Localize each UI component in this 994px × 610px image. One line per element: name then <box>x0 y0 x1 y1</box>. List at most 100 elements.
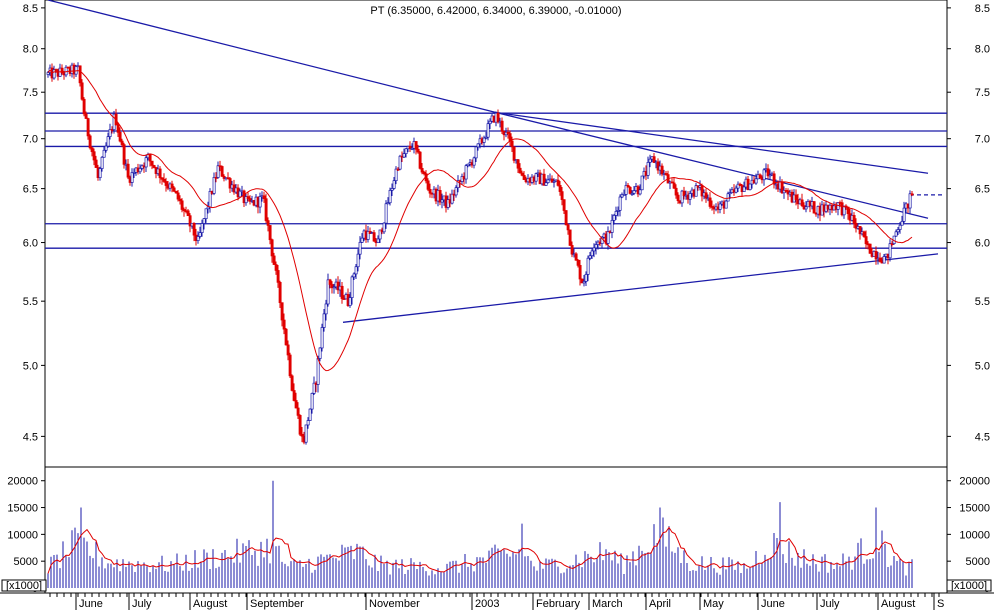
candle-body <box>564 210 568 226</box>
candle-body <box>414 141 418 150</box>
candle-body <box>164 181 168 186</box>
date-tick-label: June <box>79 598 103 610</box>
candle-body <box>410 147 414 150</box>
price-tick-label-right: 7.0 <box>975 134 990 146</box>
candle-body <box>456 180 460 189</box>
candle-body <box>426 180 430 190</box>
candle-body <box>290 375 294 391</box>
candle-body <box>248 198 252 202</box>
candle-body <box>594 244 598 249</box>
candle-body <box>610 219 614 233</box>
candle-body <box>310 393 314 410</box>
price-tick-label-left: 4.5 <box>23 431 38 443</box>
volume-average-line <box>47 526 913 574</box>
price-tick-label-right: 8.0 <box>975 44 990 56</box>
candle-body <box>560 191 564 200</box>
candle-body <box>376 238 380 244</box>
candle-body <box>420 168 424 173</box>
candle-body <box>106 136 110 147</box>
candle-body <box>116 124 120 133</box>
candle-body <box>84 113 88 119</box>
candle-body <box>902 207 906 222</box>
candle-body <box>152 165 156 168</box>
volume-scale-box-left <box>1 579 47 592</box>
candle-body <box>188 215 192 227</box>
candle-body <box>582 281 586 284</box>
candle-body <box>704 192 708 199</box>
candle-body <box>130 172 134 183</box>
candle-body <box>398 155 402 170</box>
volume-tick-label-right: 10000 <box>959 529 990 541</box>
candle-body <box>580 278 584 284</box>
candle-body <box>326 279 330 305</box>
candle-body <box>280 302 284 321</box>
candle-body <box>874 251 878 260</box>
candle-body <box>262 195 266 200</box>
candle-body <box>854 222 858 229</box>
candle-body <box>556 179 560 186</box>
candle-body <box>512 146 516 161</box>
candle-body <box>404 148 408 154</box>
candle-body <box>616 210 620 212</box>
candle-body <box>204 208 208 219</box>
candle-body <box>214 177 218 179</box>
candle-body <box>800 199 804 206</box>
candle-body <box>340 285 344 299</box>
candle-body <box>100 156 104 169</box>
candle-body <box>632 190 636 194</box>
candle-body <box>202 218 206 224</box>
candle-body <box>660 165 664 175</box>
candle-body <box>766 168 770 177</box>
price-tick-label-left: 6.5 <box>23 184 38 196</box>
candle-body <box>270 239 274 257</box>
candle-body <box>246 196 250 199</box>
candle-body <box>372 232 376 242</box>
candle-body <box>672 182 676 189</box>
candle-body <box>574 253 578 261</box>
candle-body <box>186 210 190 217</box>
price-tick-label-right: 4.5 <box>975 431 990 443</box>
candle-body <box>454 187 458 196</box>
candle-body <box>544 182 548 186</box>
volume-tick-label-right: 20000 <box>959 476 990 488</box>
candle-body <box>268 225 272 241</box>
candle-body <box>358 241 362 255</box>
date-tick-label: July <box>132 598 152 610</box>
candle-body <box>476 143 480 148</box>
candle-body <box>272 255 276 265</box>
candle-body <box>160 177 164 180</box>
date-tick-label: 2003 <box>475 598 499 610</box>
candle-body <box>300 433 304 437</box>
candle-body <box>558 185 562 192</box>
candle-body <box>878 257 882 262</box>
candle-body <box>508 133 512 142</box>
candle-body <box>178 198 182 202</box>
candle-body <box>768 174 772 177</box>
trendline <box>494 111 929 174</box>
candle-body <box>464 165 468 180</box>
volume-scale-label-right: [x1000] <box>951 580 987 592</box>
candle-body <box>896 229 900 233</box>
candle-body <box>382 222 386 233</box>
candle-body <box>352 273 356 278</box>
candle-body <box>762 169 766 181</box>
date-tick-label: March <box>592 598 623 610</box>
candle-body <box>228 178 232 189</box>
candle-body <box>304 424 308 443</box>
candle-body <box>322 313 326 328</box>
candle-body <box>182 209 186 212</box>
candle-body <box>366 231 370 240</box>
candle-body <box>282 319 286 330</box>
candle-body <box>570 245 574 255</box>
candle-body <box>408 146 412 149</box>
candle-body <box>522 174 526 180</box>
candle-body <box>664 173 668 175</box>
candle-body <box>104 145 108 151</box>
trendline <box>47 0 496 113</box>
candle-body <box>628 186 632 194</box>
date-tick-label: February <box>536 598 581 610</box>
volume-scale-box-right <box>946 579 992 592</box>
candle-body <box>562 199 566 211</box>
candle-body <box>488 120 492 125</box>
